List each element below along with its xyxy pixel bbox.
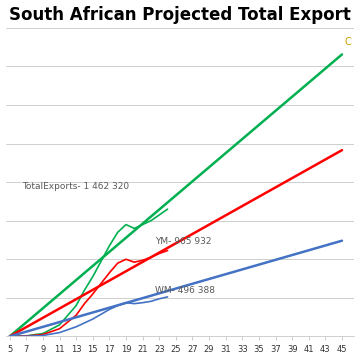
Text: WM- 496 388: WM- 496 388 xyxy=(155,285,215,294)
Text: C: C xyxy=(344,37,351,47)
Title: South African Projected Total Export: South African Projected Total Export xyxy=(9,5,351,23)
Text: TotalExports- 1 462 320: TotalExports- 1 462 320 xyxy=(22,181,129,190)
Text: YM- 965 932: YM- 965 932 xyxy=(155,238,212,247)
